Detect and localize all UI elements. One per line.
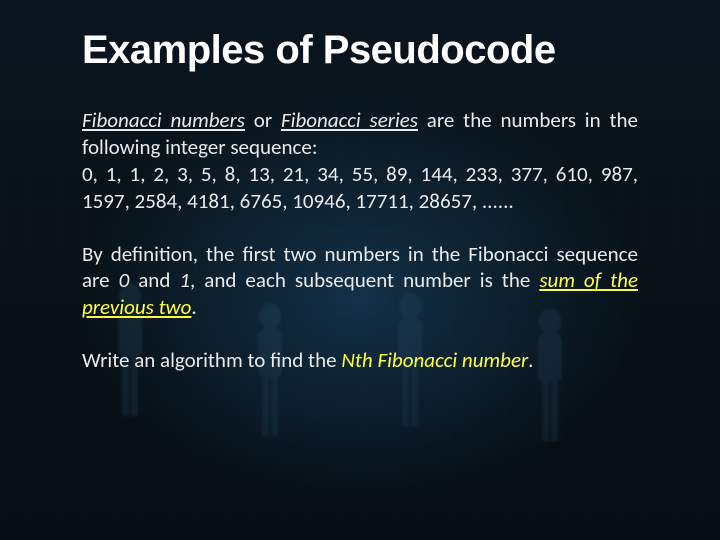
text-trail: . [191, 294, 196, 320]
highlight-nth-fibonacci: Nth Fibonacci number [341, 347, 528, 373]
text-lead: Write an algorithm to find the [82, 347, 341, 373]
paragraph-intro: Fibonacci numbers or Fibonacci series ar… [82, 107, 638, 215]
number-sequence: 0, 1, 1, 2, 3, 5, 8, 13, 21, 34, 55, 89,… [82, 161, 638, 214]
term-fibonacci-numbers: Fibonacci numbers [82, 107, 245, 133]
number-zero: 0 [119, 267, 130, 293]
paragraph-task: Write an algorithm to find the Nth Fibon… [82, 347, 638, 374]
paragraph-definition: By definition, the first two numbers in … [82, 241, 638, 322]
slide-content: Examples of Pseudocode Fibonacci numbers… [0, 0, 720, 374]
slide-title: Examples of Pseudocode [82, 28, 638, 73]
text-mid1: and [129, 267, 179, 293]
text-mid2: , and each subsequent number is the [190, 267, 539, 293]
number-one: 1 [179, 267, 190, 293]
term-fibonacci-series: Fibonacci series [281, 107, 418, 133]
text-trail: . [528, 347, 533, 373]
text-between: or [245, 107, 281, 133]
